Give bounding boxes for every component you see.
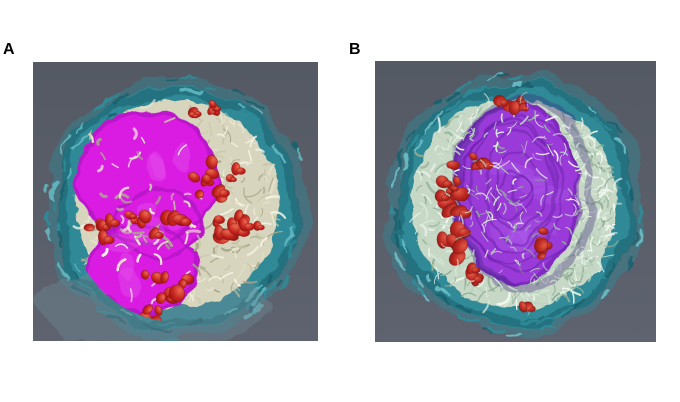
cell-render-a <box>33 62 318 341</box>
panel-b-image <box>375 61 656 342</box>
cell-render-b <box>375 61 656 342</box>
panel-b-label: B <box>349 41 362 58</box>
panel-a-label: A <box>3 41 16 58</box>
panel-a-image <box>33 62 318 341</box>
